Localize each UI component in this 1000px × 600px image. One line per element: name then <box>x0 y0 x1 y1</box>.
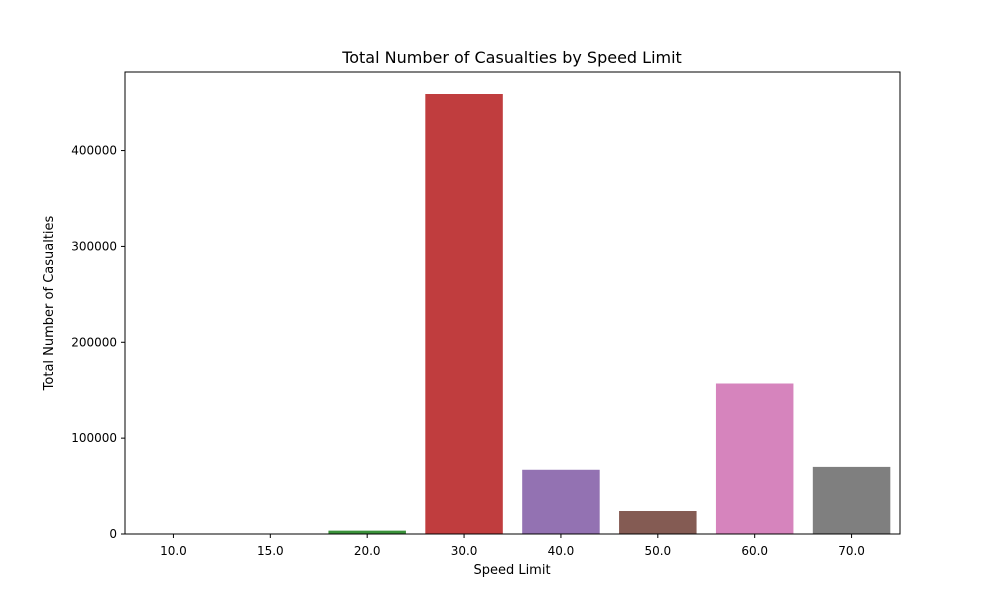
y-tick-label: 200000 <box>71 335 117 349</box>
y-tick-label: 300000 <box>71 239 117 253</box>
bar-40-0 <box>522 469 600 534</box>
x-tick-label: 15.0 <box>257 544 284 558</box>
x-axis-ticks: 10.0 15.0 20.0 30.0 40.0 50.0 60.0 70.0 <box>160 534 865 558</box>
y-tick-label: 100000 <box>71 431 117 445</box>
bars-group <box>134 94 891 534</box>
x-tick-label: 70.0 <box>838 544 865 558</box>
x-axis-label: Speed Limit <box>473 563 550 578</box>
y-tick-label: 0 <box>109 527 117 541</box>
bar-30-0 <box>425 94 503 534</box>
x-tick-label: 60.0 <box>741 544 768 558</box>
plot-frame <box>124 71 901 535</box>
x-tick-label: 50.0 <box>644 544 671 558</box>
x-tick-label: 30.0 <box>451 544 478 558</box>
bar-70-0 <box>812 466 891 534</box>
bar-50-0 <box>619 510 697 534</box>
bar-60-0 <box>715 383 794 534</box>
x-tick-label: 40.0 <box>548 544 575 558</box>
y-tick-label: 400000 <box>71 144 117 158</box>
x-tick-label: 20.0 <box>354 544 381 558</box>
y-axis-label: Total Number of Casualties <box>42 215 57 391</box>
x-tick-label: 10.0 <box>160 544 187 558</box>
chart-title: Total Number of Casualties by Speed Limi… <box>341 48 682 67</box>
y-axis-ticks: 0 100000 200000 300000 400000 <box>71 144 125 541</box>
bar-20-0 <box>328 530 406 534</box>
